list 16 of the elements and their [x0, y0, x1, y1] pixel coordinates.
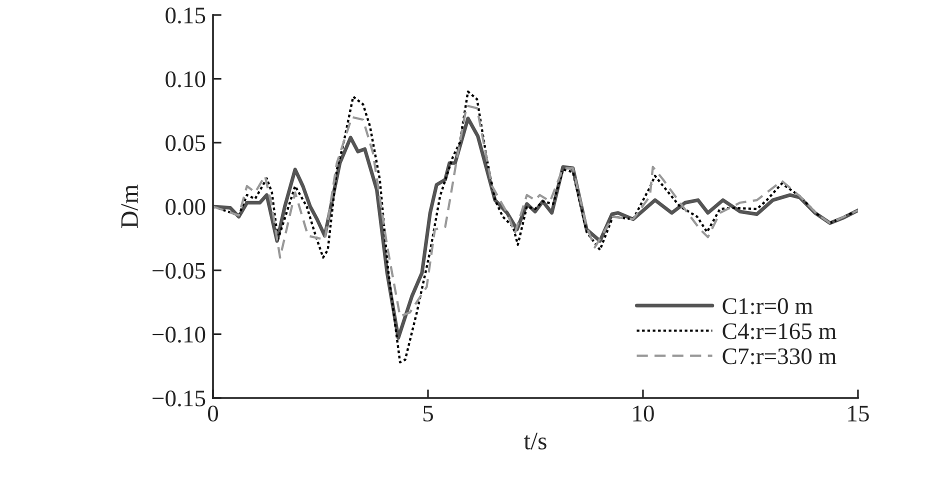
y-tick-label: 0.05 [166, 135, 206, 152]
x-axis-title: t/s [524, 432, 546, 450]
x-tick-label: 10 [633, 406, 654, 422]
y-tick-label: 0.00 [166, 198, 206, 216]
x-tick-label: 0 [208, 406, 218, 422]
x-tick-label: 5 [423, 406, 433, 422]
y-tick-label: −0.05 [152, 262, 206, 279]
y-tick-label: 0.15 [166, 7, 206, 24]
y-tick-label: 0.10 [166, 71, 206, 88]
y-tick-label: −0.10 [152, 326, 206, 343]
legend-label: C4:r=165 m [722, 323, 836, 340]
y-axis-title: D/m [121, 184, 138, 228]
y-tick-label: −0.15 [152, 390, 206, 407]
legend-label: C1:r=0 m [722, 298, 813, 314]
legend-label: C7:r=330 m [722, 348, 836, 364]
x-tick-label: 15 [848, 406, 869, 422]
